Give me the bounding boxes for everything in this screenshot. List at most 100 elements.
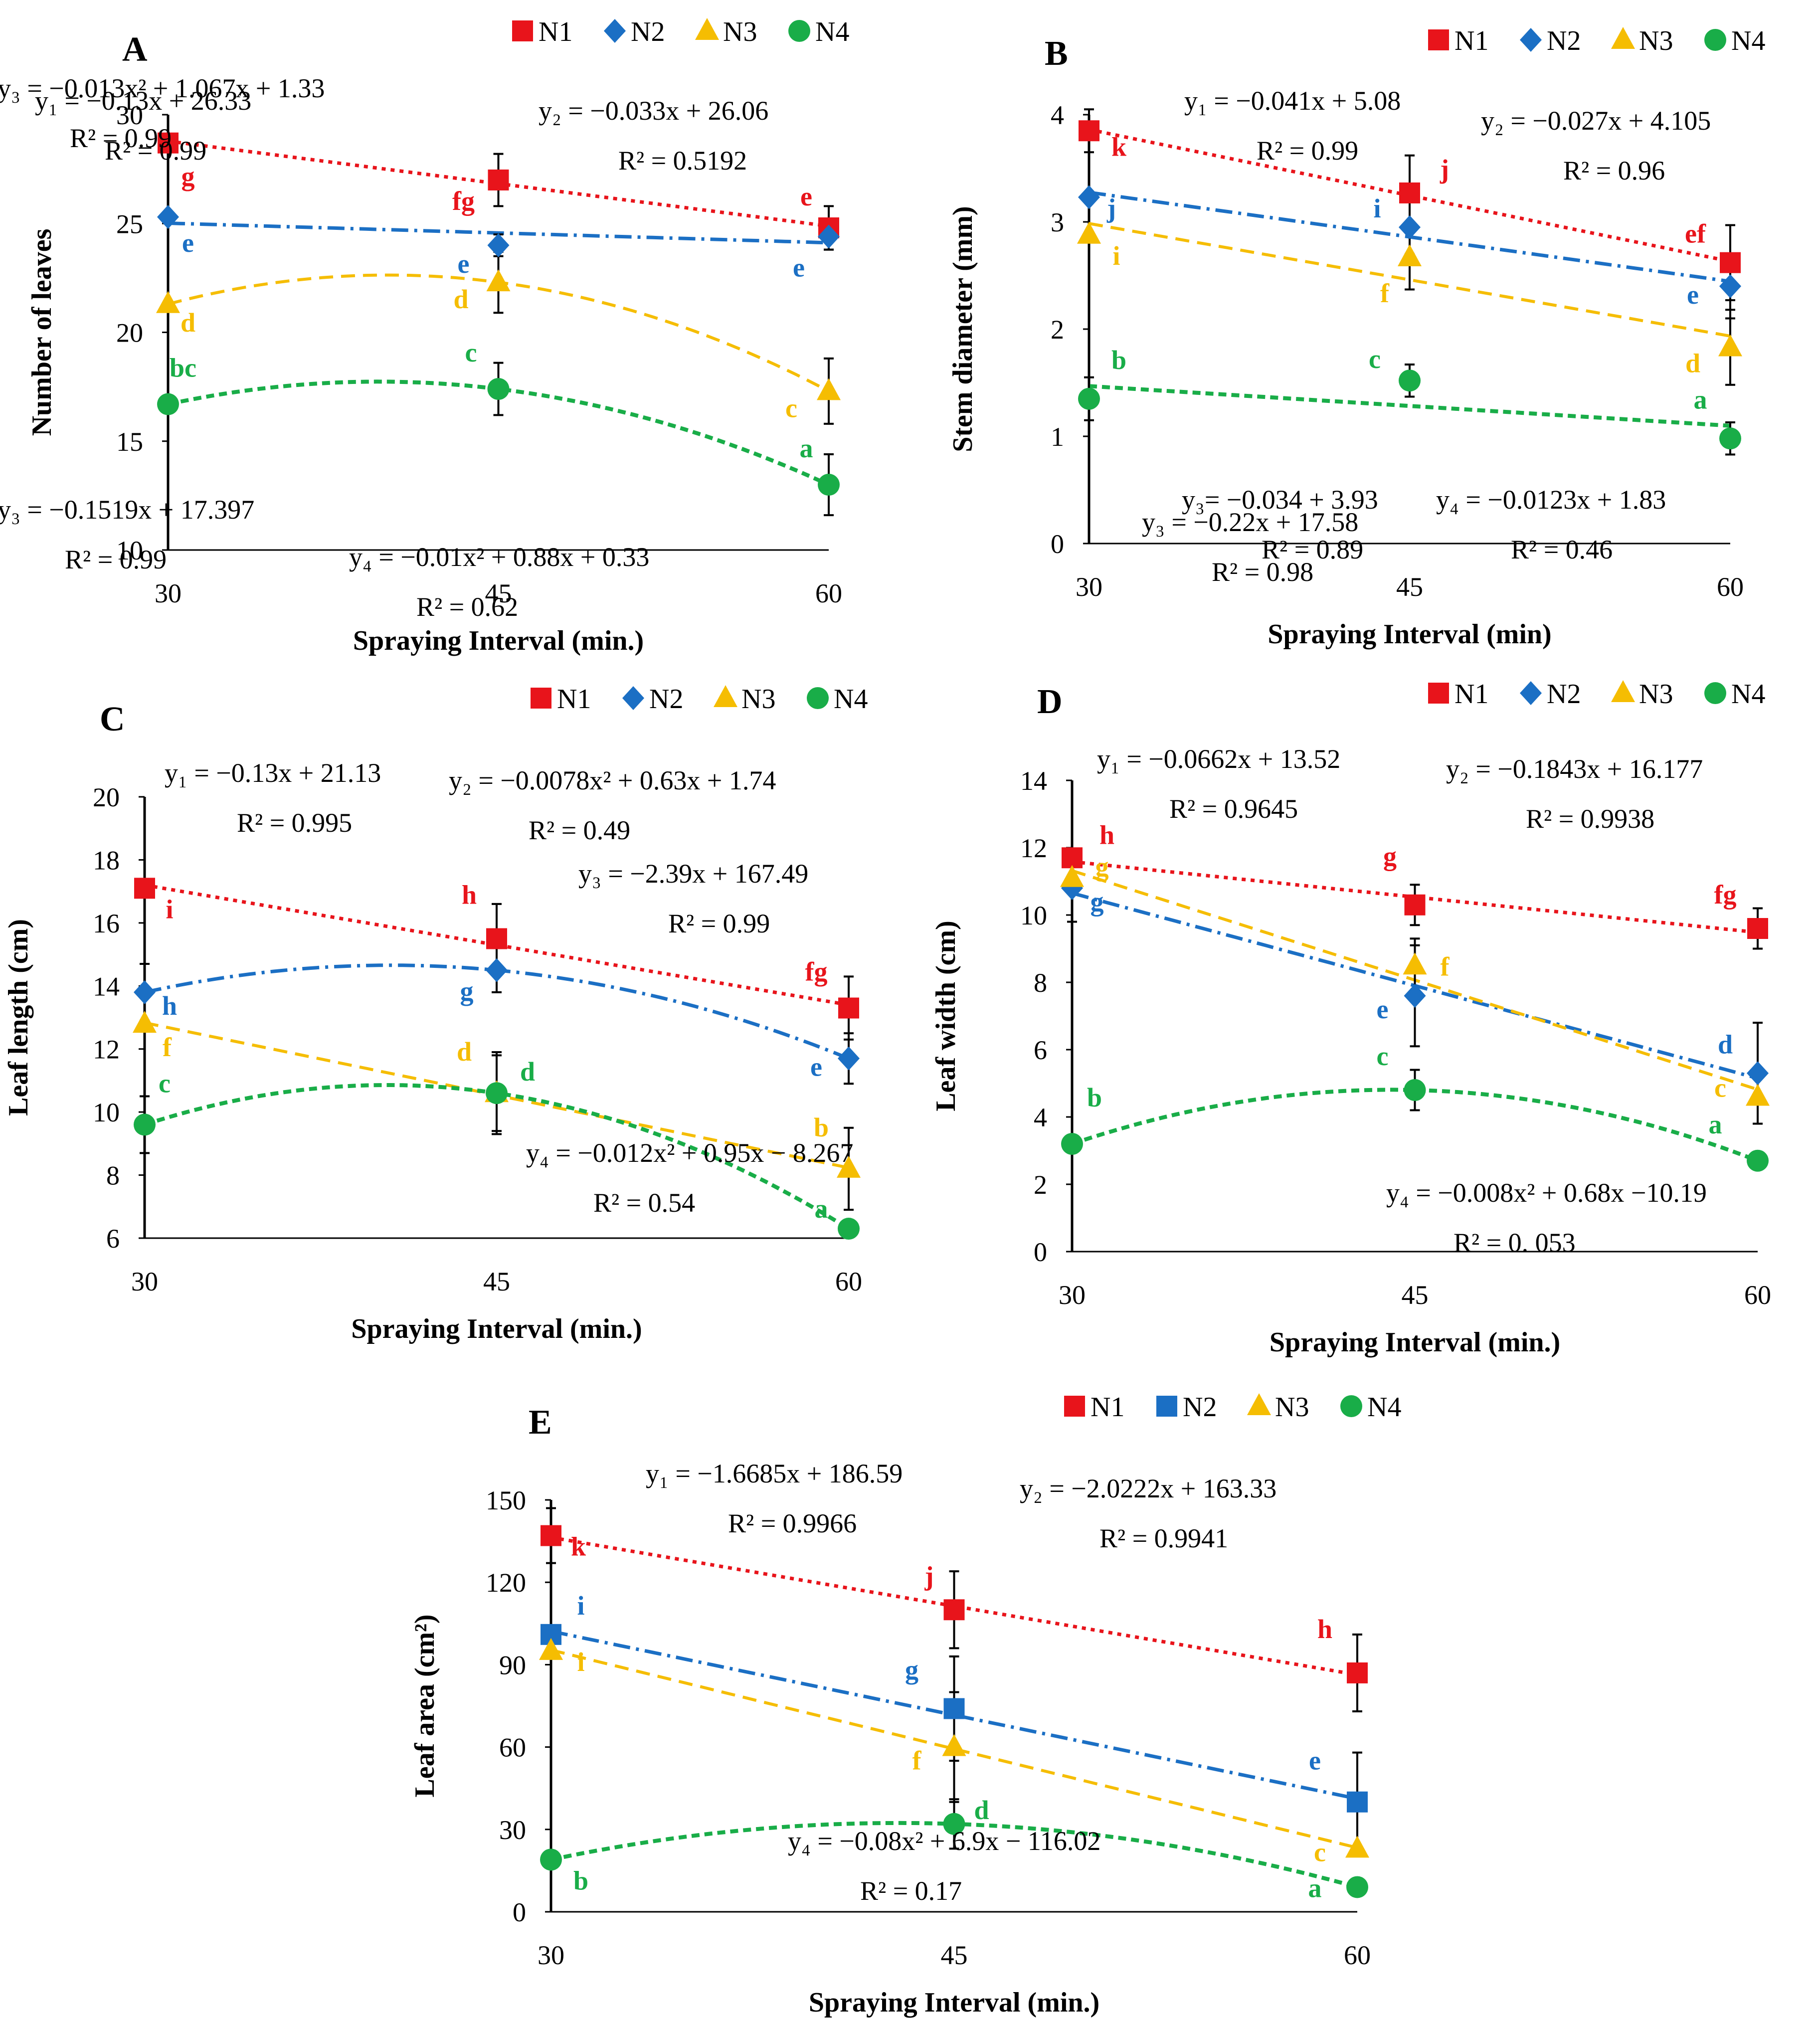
legend-label-n1: N1	[539, 16, 572, 47]
r-squared-n4: R² = 0.62	[416, 592, 518, 622]
significance-letter-n4: b	[1111, 345, 1126, 375]
data-point-n2	[818, 224, 840, 249]
significance-letter-n1: k	[571, 1532, 586, 1562]
equation-n4: y₄ = −0.008x² + 0.68x −10.19	[1386, 1178, 1707, 1208]
data-point-n4	[1078, 387, 1100, 410]
y-axis-title-b: Stem diameter (mm)	[947, 206, 978, 452]
r-squared-n2: R² = 0.49	[529, 815, 630, 845]
equation-n4: y₄ = −0.08x² + 6.9x − 116.02	[788, 1826, 1100, 1856]
data-point-n3	[1403, 952, 1427, 975]
data-point-n4	[1404, 1079, 1426, 1101]
r-squared-n4: R² = 0.17	[860, 1876, 962, 1906]
y-tick-label-c: 14	[93, 971, 120, 1001]
legend-marker-n4	[788, 20, 810, 42]
y-tick-label-e: 60	[499, 1733, 526, 1763]
legend-label-n2: N2	[649, 684, 683, 715]
significance-letter-n1: k	[1111, 132, 1126, 162]
legend-marker-n3	[1247, 1393, 1271, 1415]
equation-n3: y₃ = −2.39x + 167.49	[578, 859, 808, 889]
data-point-n3	[817, 378, 841, 400]
y-tick-label-a: 30	[116, 100, 143, 130]
significance-letter-n1: j	[1440, 154, 1449, 184]
equation-n4: y₄ = −0.01x² + 0.88x + 0.33	[349, 542, 649, 572]
data-point-n4	[1747, 1149, 1769, 1172]
x-tick-label-d: 60	[1744, 1280, 1771, 1310]
equation-n1: y₁ = −1.6685x + 186.59	[646, 1459, 903, 1488]
significance-letter-n3: f	[163, 1032, 172, 1062]
r-squared-n4: R² = 0.46	[1511, 535, 1613, 564]
data-point-n3	[133, 1011, 157, 1033]
data-point-n4	[1399, 369, 1421, 392]
panel-label-c: C	[100, 700, 125, 738]
r-squared-n2: R² = 0.5192	[618, 146, 747, 176]
y-tick-label-b: 4	[1051, 100, 1064, 130]
x-tick-label-d: 30	[1059, 1280, 1086, 1310]
significance-letter-n1: h	[462, 880, 477, 910]
y-tick-label-a: 15	[116, 427, 143, 457]
r-squared-n3: R² = 0.99	[668, 909, 770, 938]
equation-n2: y₂ = −2.0222x + 163.33	[1020, 1473, 1276, 1503]
significance-letter-n2: e	[793, 252, 805, 282]
significance-letter-n3: c	[1314, 1837, 1326, 1867]
data-point-n3	[486, 269, 511, 292]
x-tick-label-b: 30	[1076, 572, 1102, 602]
y-tick-label-d: 4	[1034, 1103, 1047, 1132]
significance-letter-n3: d	[453, 284, 468, 314]
trendline-n4	[1071, 1088, 1759, 1163]
r-squared-n3: R² = 0.98	[1212, 557, 1313, 587]
data-point-n2	[1399, 215, 1421, 239]
y-tick-label-b: 0	[1051, 529, 1064, 559]
y-tick-label-c: 18	[93, 845, 120, 875]
panel-d: D 0 2 4 6 8 10 12 14 30 45 60 Spraying Interval (min…	[930, 507, 1771, 1358]
significance-letter-n2: j	[1106, 193, 1116, 223]
legend-label-n1: N1	[1455, 679, 1488, 710]
significance-letter-n2: i	[577, 1591, 584, 1621]
legend-marker-n4	[807, 687, 829, 709]
significance-letter-n1: fg	[805, 957, 828, 987]
y-axis-title-c: Leaf length (cm)	[3, 919, 34, 1116]
data-point-n1	[838, 997, 859, 1019]
legend-label-n2: N2	[631, 16, 665, 47]
x-axis-title-c: Spraying Interval (min.)	[351, 1313, 642, 1344]
r-squared-n1: R² = 0.995	[237, 808, 352, 838]
significance-letter-n3: d	[1685, 349, 1700, 378]
legend-marker-n3	[714, 685, 737, 707]
significance-letter-n2: e	[1687, 280, 1699, 310]
significance-letter-n4: c	[465, 338, 477, 368]
equation-n2: y₂ = −0.1843x + 16.177	[1446, 754, 1703, 784]
equation-n3: y₃ = −0.1519x + 17.397	[0, 495, 254, 525]
legend-marker-n3	[695, 18, 719, 40]
panel-label-d: D	[1037, 683, 1063, 721]
y-tick-label-c: 20	[93, 782, 120, 812]
data-point-n1	[1747, 918, 1768, 939]
data-point-n1	[943, 1599, 965, 1621]
trendline-n4	[168, 379, 830, 487]
x-tick-label-a: 45	[485, 578, 512, 608]
legend-label-n3: N3	[1275, 1392, 1309, 1423]
significance-letter-n1: g	[1383, 841, 1397, 871]
data-point-n1	[541, 1525, 561, 1546]
y-tick-label-e: 90	[499, 1650, 526, 1680]
data-point-n3	[539, 1638, 563, 1660]
significance-letter-n4: a	[1709, 1109, 1722, 1139]
data-point-n2	[487, 233, 510, 257]
significance-letter-n2: g	[905, 1655, 918, 1685]
legend-marker-n2	[622, 686, 644, 710]
significance-letter-n4: a	[1308, 1873, 1322, 1903]
significance-letter-n1: i	[166, 894, 173, 924]
trendline-n2	[168, 221, 829, 245]
legend-marker-n1	[1064, 1396, 1085, 1417]
significance-letter-n2: e	[182, 228, 194, 258]
legend-label-n3: N3	[723, 16, 757, 47]
panel-label-a: A	[122, 30, 148, 69]
significance-letter-n4: b	[573, 1865, 588, 1895]
data-point-n3	[1718, 334, 1742, 357]
data-point-n4	[487, 377, 510, 400]
x-tick-label-c: 60	[835, 1267, 862, 1296]
x-tick-label-d: 45	[1402, 1280, 1429, 1310]
data-point-n2	[1747, 1061, 1769, 1086]
y-tick-label-d: 10	[1020, 901, 1047, 930]
significance-letter-n3: g	[1095, 852, 1109, 882]
equation-n3: y₃ = −0.013x² + 1.067x + 1.33	[0, 73, 325, 103]
x-axis-title-a: Spraying Interval (min.)	[353, 625, 644, 656]
